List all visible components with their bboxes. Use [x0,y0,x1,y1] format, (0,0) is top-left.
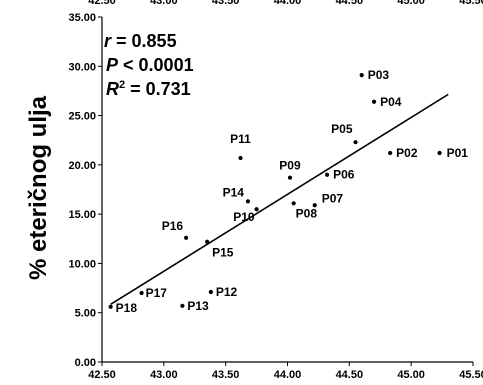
r2-symbol: R [106,79,119,99]
point-label-p04: P04 [380,95,402,109]
point-label-p01: P01 [447,146,469,160]
data-point-p09 [287,175,293,180]
data-point-p15 [205,239,210,244]
data-point-p08 [291,201,296,206]
point-label-p18: P18 [116,301,138,315]
p-symbol: P [106,55,119,75]
top-x-tick-label: 43.00 [150,0,178,7]
x-tick-label: 43.50 [212,369,240,381]
y-tick-label: 0.00 [75,357,96,369]
data-point-p12 [208,289,213,295]
y-axis-label: % eteričnog ulja [25,95,52,280]
y-tick-label: 35.00 [68,12,96,24]
point-label-p10: P10 [233,210,255,224]
data-point-p17 [139,290,144,296]
data-point-p13 [180,303,185,308]
point-label-p03: P03 [368,68,390,82]
point-label-p08: P08 [296,206,318,220]
point-label-p16: P16 [162,219,184,233]
data-point-p07 [312,203,317,208]
trendline-group [110,93,449,306]
top-x-tick-label: 45.00 [397,0,425,7]
point-label-p17: P17 [146,286,168,300]
top-x-tick-label: 42.50 [88,0,116,7]
y-tick-label: 25.00 [68,111,96,123]
r2-exponent: 2 [119,79,125,91]
x-tick-label: 44.00 [274,369,302,381]
y-tick-label: 30.00 [68,61,96,73]
top-x-tick-label: 44.00 [274,0,302,7]
r-symbol: r [104,31,112,51]
data-point-p03 [359,73,364,78]
x-tick-label: 45.00 [397,369,425,381]
y-tick-label: 20.00 [68,160,96,172]
top-x-axis-ticks: 42.50 43.00 43.50 44.00 44.50 45.00 45.50 [88,0,483,7]
point-label-p02: P02 [396,146,418,160]
data-point-p06 [324,172,330,177]
point-label-p07: P07 [322,191,344,205]
x-axis-ticks: 42.50 43.00 43.50 44.00 44.50 45.00 45.50 [88,362,483,381]
r2-value: = 0.731 [125,79,191,99]
data-points: P01 P02 P03 P04 P05 P06 P07 P08 P09 P10 P11 P12 P13 P… [108,68,469,315]
data-point-p16 [183,235,189,240]
r-value: = 0.855 [111,31,177,51]
trendline [110,93,449,306]
point-label-p06: P06 [333,168,355,182]
y-tick-label: 15.00 [68,209,96,221]
r2-annotation: R2 = 0.731 [106,79,191,99]
y-tick-label: 5.00 [75,308,96,320]
data-point-p02 [388,150,393,156]
data-point-p11 [238,155,243,161]
point-label-p11: P11 [230,132,251,146]
point-label-p12: P12 [216,285,238,299]
data-point-p01 [437,150,442,156]
point-label-p13: P13 [187,299,209,313]
data-point-p18 [108,304,113,309]
data-point-p05 [353,140,358,145]
top-x-tick-label: 43.50 [212,0,240,7]
x-tick-label: 44.50 [336,369,364,381]
y-axis-ticks: 0.00 5.00 10.00 15.00 20.00 25.00 30.00 35.00 [68,12,102,369]
y-tick-label: 10.00 [68,258,96,270]
point-label-p14: P14 [223,185,245,199]
x-tick-label: 43.00 [150,369,178,381]
point-label-p09: P09 [279,159,301,173]
data-point-p10 [254,207,259,212]
data-point-p14 [245,199,251,204]
x-tick-label: 45.50 [459,369,483,381]
point-label-p15: P15 [212,246,234,260]
top-x-tick-label: 44.50 [336,0,364,7]
p-value: < 0.0001 [118,55,194,75]
p-annotation: P < 0.0001 [106,55,194,75]
data-point-p04 [371,99,377,104]
point-label-p05: P05 [331,122,353,136]
top-x-tick-label: 45.50 [459,0,483,7]
x-tick-label: 42.50 [88,369,116,381]
r-annotation: r = 0.855 [104,31,177,51]
